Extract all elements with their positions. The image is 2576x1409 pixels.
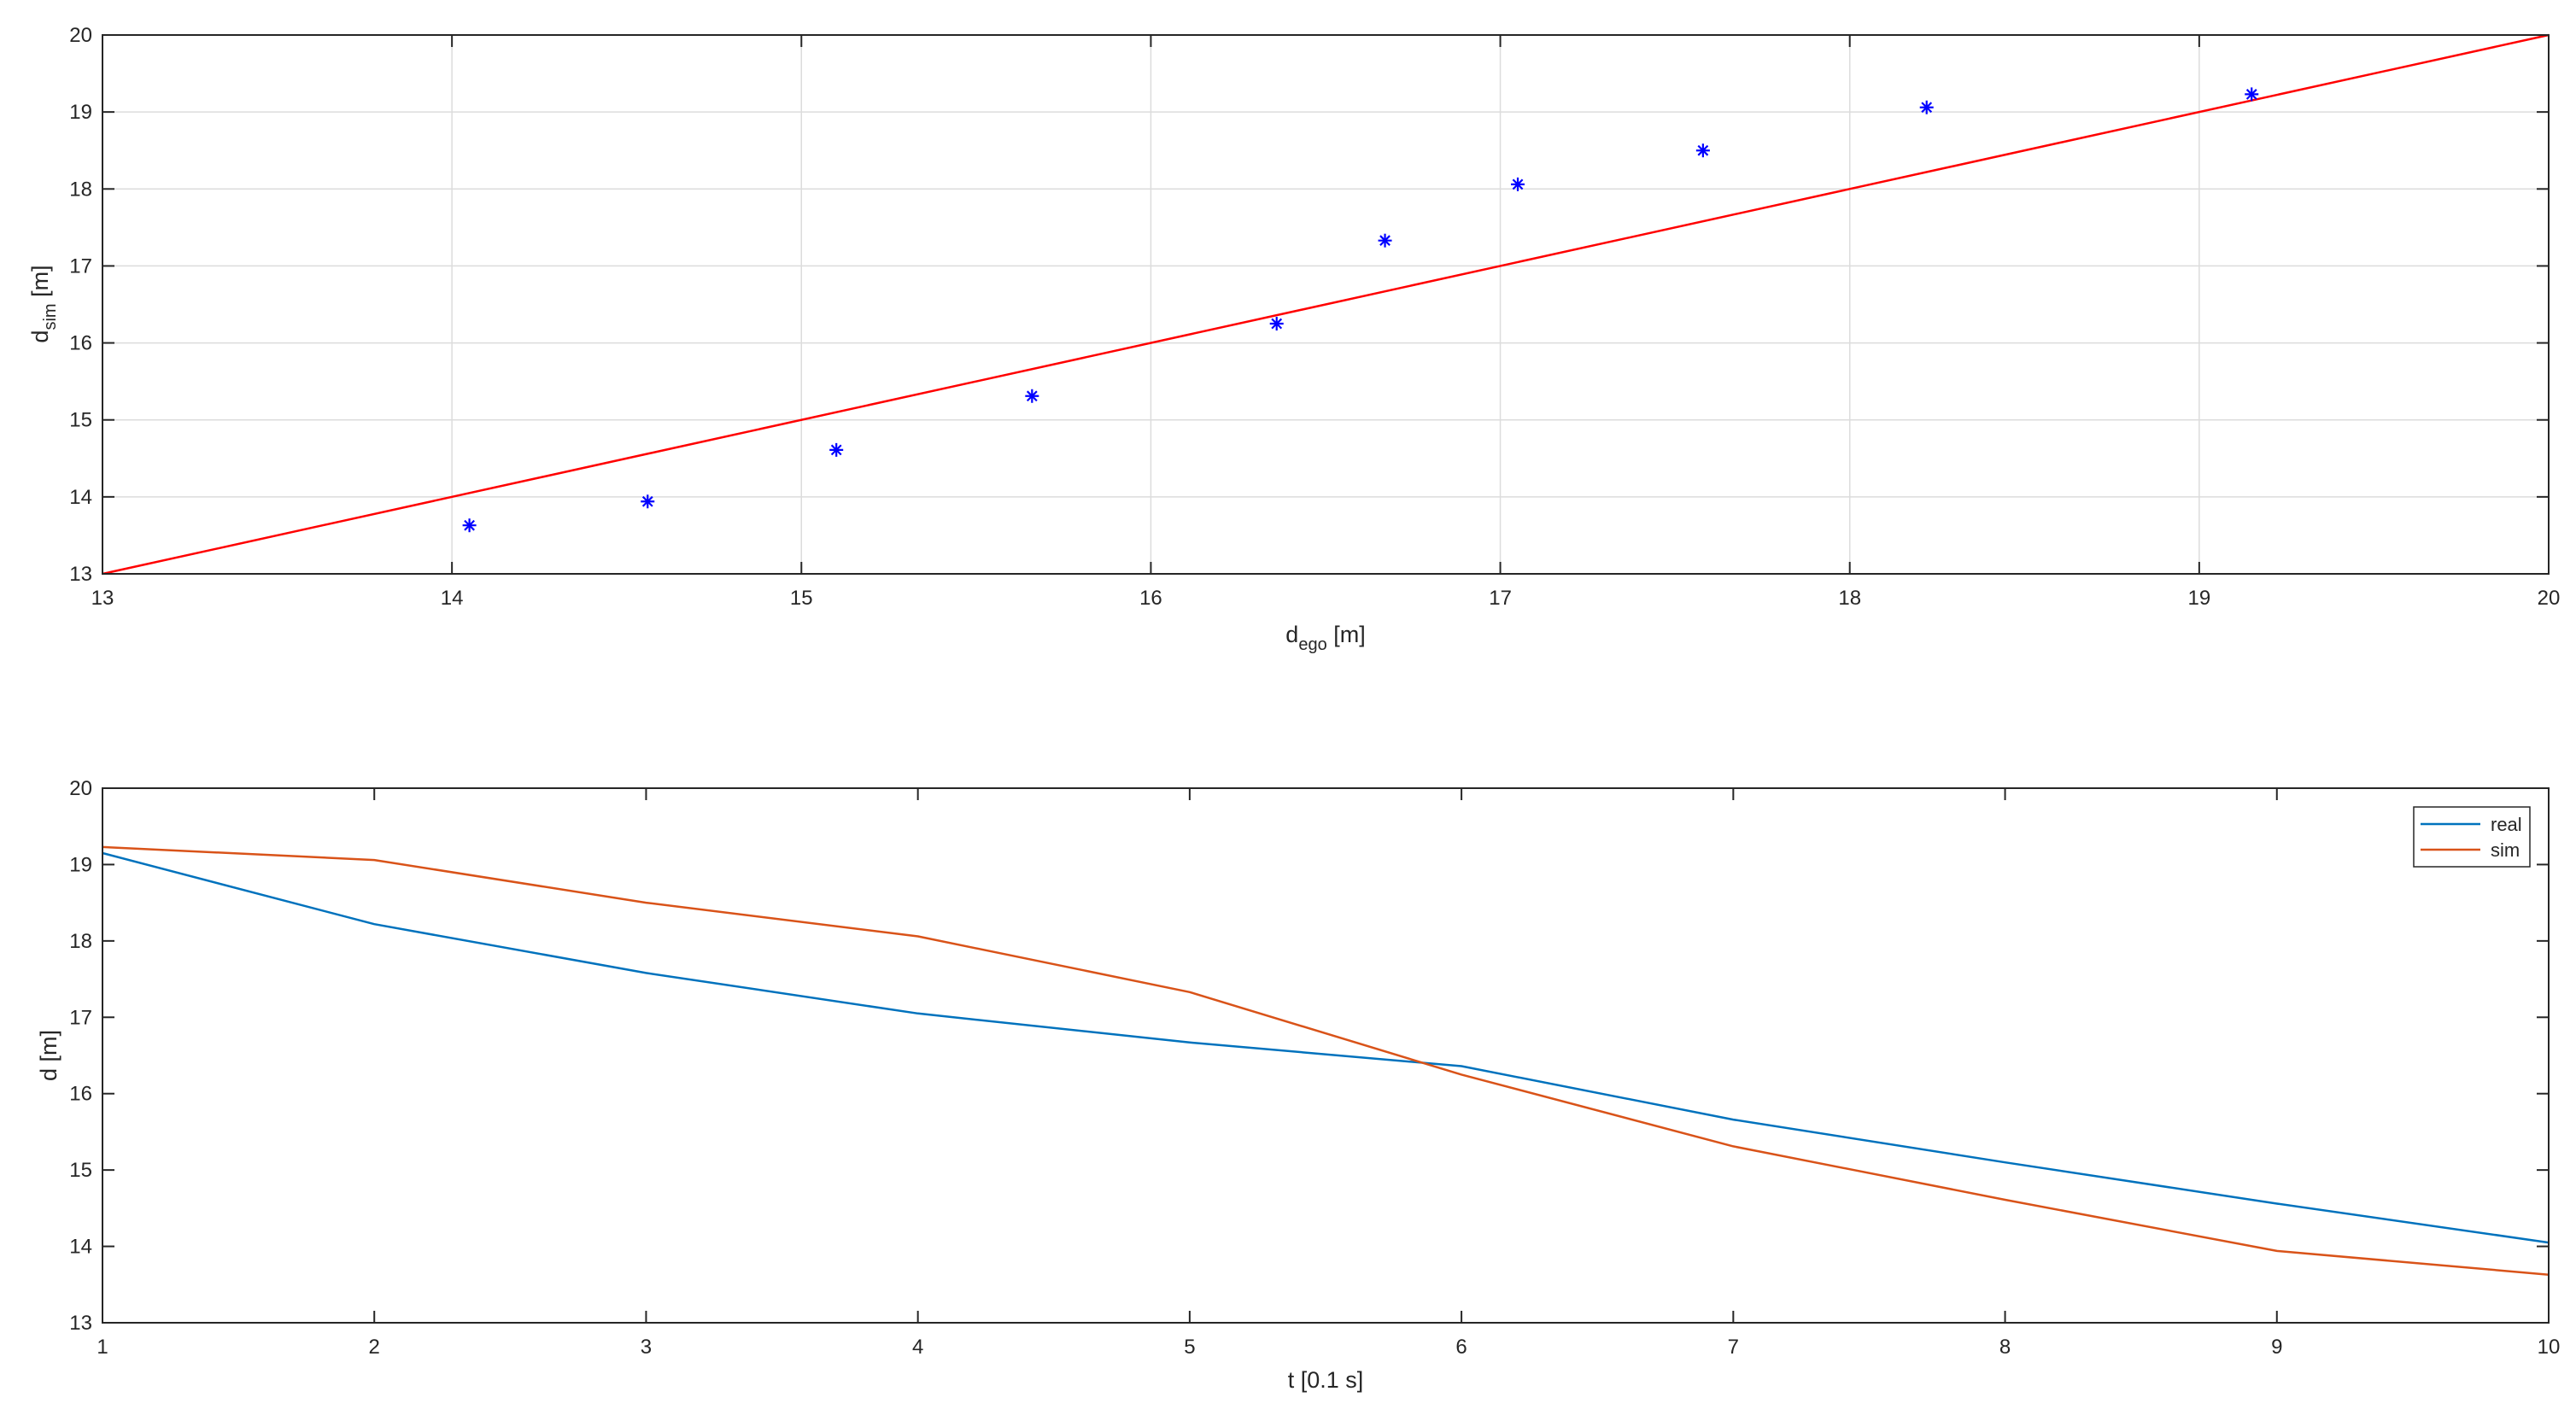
plot2-x-tick-label: 6 [1455,1336,1467,1359]
marker-stroke [641,495,653,507]
plot2-x-tick-label: 8 [1999,1336,2011,1359]
legend-label-sim: sim [2491,839,2520,861]
plot1-y-label-base: d [27,330,53,343]
plot1-x-tick-label: 14 [441,587,464,610]
plot2-y-tick-label: 13 [69,1312,92,1335]
marker-stroke [830,444,842,456]
plot1-ticks: 13 14 15 16 17 18 19 20 13 14 15 16 17 18 19 20 [69,24,2560,610]
plot2-x-tick-label: 3 [641,1336,652,1359]
plot1-y-tick-label: 15 [69,409,92,432]
plot1-scatter-point [2245,87,2259,102]
series-line-real [102,851,2550,1244]
plot1-x-tick-label: 19 [2188,587,2211,610]
plot2-y-tick-label: 16 [69,1083,92,1106]
plot1-x-label-sub: ego [1298,635,1326,654]
plot1-scatter-point [829,442,844,457]
plot1-reference-line-group [102,33,2550,576]
plot1-scatter-point [1025,389,1039,403]
plot1-y-tick-label: 20 [69,24,92,47]
plot2-ticks: 1 2 3 4 5 6 7 8 9 10 13 14 15 16 17 18 19 20 [69,777,2560,1359]
marker-stroke [1697,144,1709,156]
plot2-x-tick-label: 9 [2271,1336,2282,1359]
series-line-sim [102,845,2550,1276]
plot2-legend: real sim [2413,806,2531,868]
marker-stroke [1921,102,1933,114]
plot2-x-tick-label: 10 [2538,1336,2561,1359]
plot1-y-label-sub: sim [41,303,60,330]
plot1-scatter-point [1919,100,1934,114]
plot2-x-tick-label: 7 [1728,1336,1739,1359]
plot2-y-tick-label: 15 [69,1159,92,1182]
plot1-x-label-unit: [m] [1327,622,1366,647]
plot1-x-tick-label: 16 [1139,587,1162,610]
marker-stroke [464,519,475,531]
marker-stroke [1026,390,1038,402]
plot1-axes-box [102,34,2550,575]
plot1-y-label-unit: [m] [27,265,53,303]
plot1-scatter-point [1511,177,1525,191]
plot2-x-tick-label: 1 [97,1336,108,1359]
plot1-x-tick-label: 17 [1489,587,1512,610]
plot1-scatter-point [1695,143,1710,158]
marker-stroke [1271,318,1283,330]
plot1-reference-line [102,33,2550,576]
plot1-x-tick-label: 13 [91,587,114,610]
plot1-scatter-point [462,518,477,533]
plot2-y-tick-label: 18 [69,930,92,953]
plot1-x-tick-label: 15 [790,587,813,610]
plot2-y-tick-label: 17 [69,1006,92,1029]
legend-box [2413,806,2531,868]
plot2-y-axis-label: d [m] [36,1030,61,1081]
plot1-x-axis-label: dego [m] [1285,622,1365,654]
plot2-axes-box [102,787,2550,1324]
marker-stroke [1379,235,1390,247]
plot1-x-tick-label: 20 [2538,587,2561,610]
plot2-x-tick-label: 4 [912,1336,923,1359]
plot2-background [102,788,2549,1323]
plot2-y-tick-label: 19 [69,853,92,876]
plot1-x-tick-label: 18 [1838,587,1861,610]
plot2-x-tick-label: 2 [369,1336,380,1359]
plot1-x-label-base: d [1285,622,1298,647]
plot1-scatter-point [1378,233,1392,248]
plot1-scatter-point [641,494,655,509]
plot1-y-tick-label: 17 [69,254,92,278]
plot1-y-tick-label: 14 [69,486,92,509]
legend-label-real: real [2491,814,2522,835]
plot1-y-tick-label: 18 [69,178,92,201]
plot2-y-tick-label: 14 [69,1236,92,1259]
line-plot: 1 2 3 4 5 6 7 8 9 10 13 14 15 16 17 18 19 20 t [0.1 s] d … [36,777,2560,1393]
plot2-x-axis-label: t [0.1 s] [1288,1367,1364,1393]
plot1-y-tick-label: 13 [69,563,92,586]
marker-stroke [1512,178,1524,190]
plot1-y-tick-label: 19 [69,101,92,124]
plot1-scatter-point [1269,317,1284,331]
plot2-series [102,845,2550,1276]
marker-stroke [2245,89,2257,100]
plot1-y-axis-label: dsim [m] [27,265,60,342]
plot2-y-tick-label: 20 [69,777,92,800]
plot2-x-tick-label: 5 [1184,1336,1195,1359]
plot1-points [462,87,2259,533]
plot1-y-tick-label: 16 [69,332,92,355]
